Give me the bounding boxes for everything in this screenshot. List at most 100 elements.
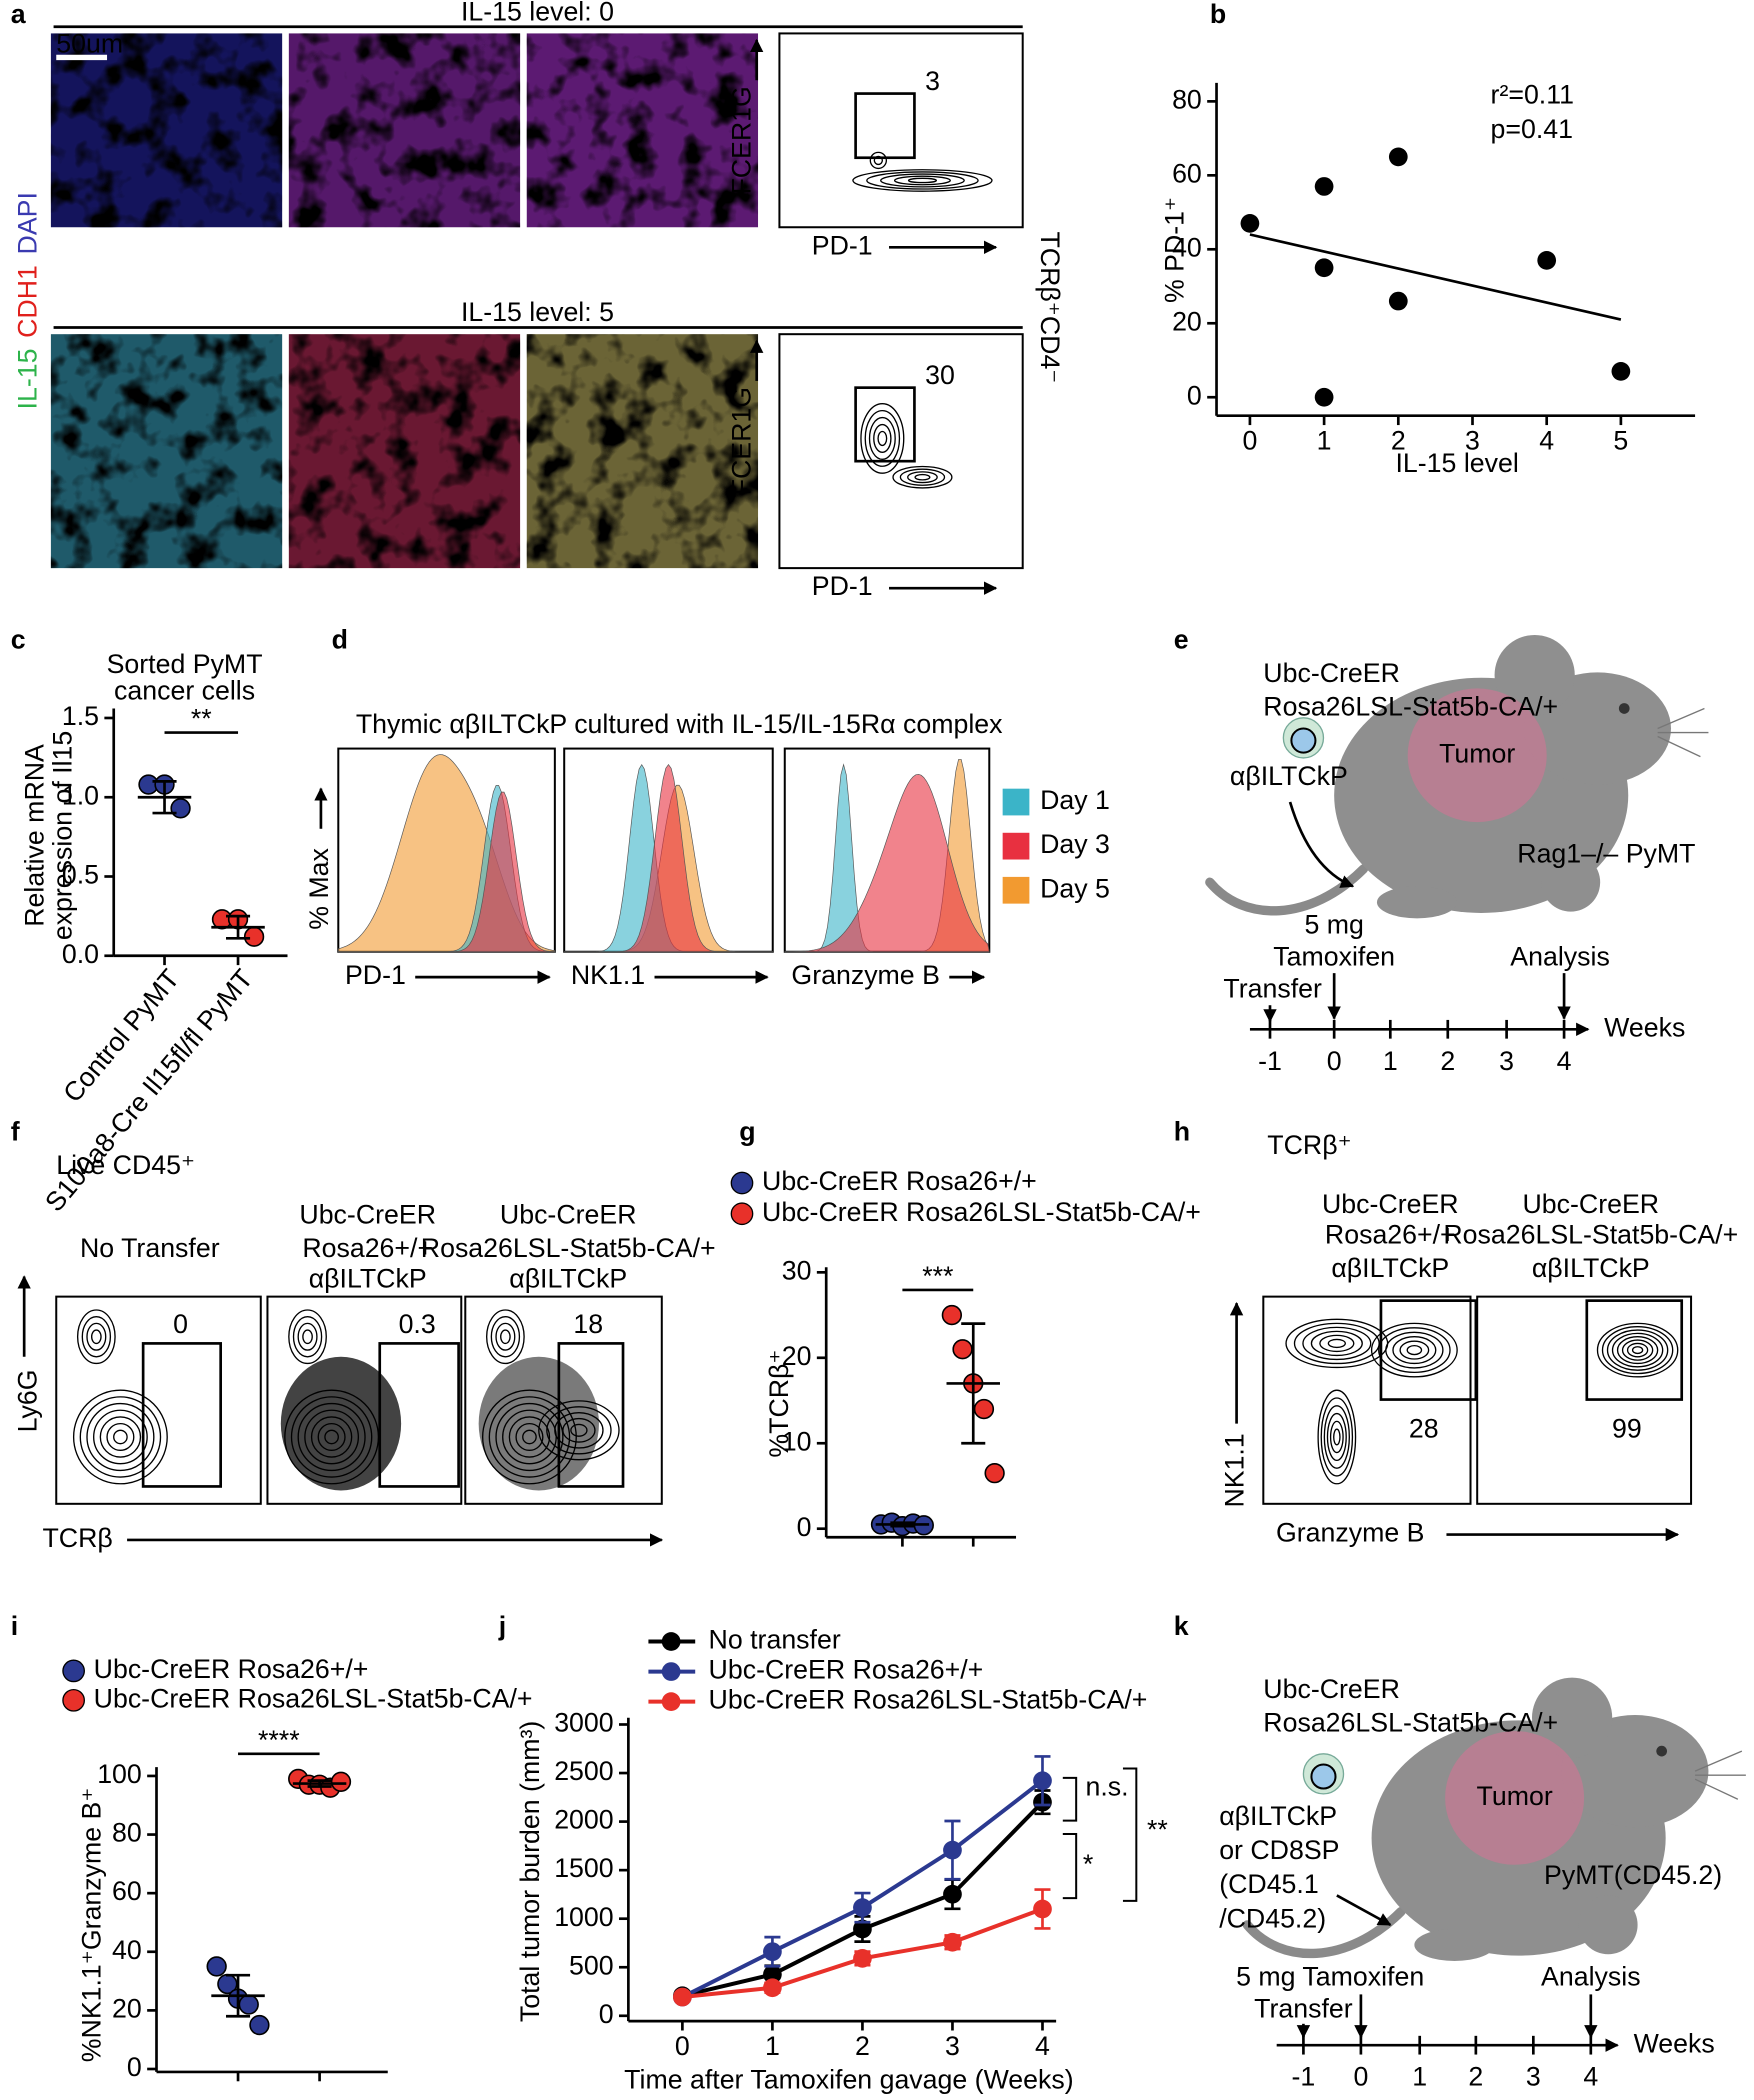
event-label: 5 mg (1304, 909, 1363, 939)
annotation: * (1083, 1849, 1093, 1879)
point (243, 926, 265, 947)
cell-label: αβILTCkP (1219, 1801, 1337, 1831)
contour (495, 1322, 516, 1351)
gate (1379, 1299, 1478, 1401)
genotype: Ubc-CreER (1263, 1674, 1400, 1704)
stain-name: IL-15 (13, 349, 43, 410)
whiskers (1657, 707, 1709, 758)
stain-name: DAPI (13, 192, 43, 254)
gate (378, 1342, 460, 1488)
tumor-label: Tumor (1439, 738, 1515, 768)
significance: ** (191, 704, 212, 734)
gate-value: 30 (925, 360, 955, 390)
significance: **** (258, 1725, 300, 1755)
y-tick-label: 0 (127, 2052, 142, 2082)
micrograph-texture (526, 334, 759, 569)
legend-label: Ubc-CreER Rosa26LSL-Stat5b-CA/+ (762, 1197, 1201, 1227)
contour (1329, 1420, 1344, 1454)
legend-label: Ubc-CreER Rosa26+/+ (94, 1654, 369, 1684)
x-tick-label: 2 (855, 2031, 870, 2061)
error-bar (890, 1521, 915, 1528)
contour (1323, 1405, 1350, 1469)
mouse-eye (1618, 703, 1630, 714)
whiskers (1694, 1750, 1746, 1800)
scale-bar-label: 50um (56, 29, 123, 59)
y-tick-label: 80 (1172, 84, 1202, 114)
y-tick-label: 3000 (554, 1708, 613, 1738)
y-tick-label: 2500 (554, 1756, 613, 1786)
stain-name: CDH1 (13, 265, 43, 338)
contour (538, 1400, 620, 1461)
point (673, 1987, 692, 2007)
host-label: PyMT(CD45.2) (1544, 1860, 1722, 1890)
gate (141, 1342, 223, 1488)
gate (854, 386, 916, 463)
annotation: p=0.41 (1491, 114, 1573, 144)
transfer-arrow (1288, 801, 1355, 888)
legend-marker (730, 1171, 754, 1195)
legend-marker (730, 1202, 754, 1226)
error-bar-line (152, 780, 177, 815)
contour (892, 465, 953, 489)
point (763, 1942, 782, 1962)
point (1033, 1771, 1052, 1791)
point (973, 1398, 995, 1420)
contour (907, 471, 938, 484)
point (330, 1771, 352, 1792)
panel-title: Thymic αβILTCkP cultured with IL-15/IL-1… (356, 709, 1003, 739)
axis-label: Granzyme B (1276, 1518, 1424, 1548)
timeline-tick-label: 2 (1468, 2062, 1483, 2092)
contour (1378, 1327, 1451, 1374)
panel-letter: d (332, 625, 348, 655)
x-tick-label: 5 (1613, 426, 1628, 456)
significance: *** (922, 1261, 953, 1291)
legend-label: Day 1 (1040, 785, 1110, 815)
y-axis-label: expression of Il15 (47, 731, 77, 940)
point (1314, 177, 1334, 196)
timeline-tick-label: 1 (1412, 2062, 1427, 2092)
contour (490, 1316, 521, 1358)
contour (866, 171, 979, 190)
contour (1631, 1346, 1644, 1355)
event-label: Tamoxifen (1273, 941, 1395, 971)
legend-swatch (1002, 832, 1030, 860)
mouse-ear (1531, 1677, 1613, 1758)
contour (1626, 1342, 1649, 1358)
gate-value: 3 (925, 66, 940, 96)
x-tick-label: 0 (1242, 426, 1257, 456)
contour (292, 1316, 323, 1358)
timeline-tick-label: 2 (1440, 1046, 1455, 1076)
mouse-leg (1414, 1928, 1495, 1961)
contour (486, 1309, 525, 1365)
legend-label: Day 5 (1040, 873, 1110, 903)
mouse-tail (1242, 1906, 1406, 1958)
point (943, 1840, 962, 1860)
column-header: No Transfer (80, 1233, 220, 1263)
contour (522, 1429, 537, 1445)
contour (99, 1416, 142, 1458)
legend-marker (661, 1662, 681, 1681)
point (1314, 258, 1334, 278)
axis-label: Ly6G (13, 1369, 43, 1432)
contour (907, 177, 938, 184)
y-axis-label: %NK1.1⁺Granzyme B⁺ (77, 1788, 107, 2063)
point (1033, 1899, 1052, 1919)
annotation: r²=0.11 (1491, 79, 1574, 109)
panel-letter: f (11, 1117, 20, 1147)
gate-value: 0 (173, 1309, 188, 1339)
timeline-tick-label: 1 (1383, 1046, 1398, 1076)
x-tick-label: 0 (675, 2031, 690, 2061)
timeline-tick-label: 4 (1557, 1046, 1572, 1076)
contour (106, 1422, 135, 1452)
column-header: Rosa26LSL-Stat5b-CA/+ (421, 1233, 716, 1263)
axis-label: FCER1G (726, 86, 756, 194)
y-tick-label: 20 (112, 1993, 142, 2023)
mouse-eye (1656, 1745, 1668, 1757)
point (1240, 214, 1260, 233)
gate-value: 28 (1409, 1413, 1439, 1443)
gate (1585, 1299, 1684, 1401)
point (238, 1994, 259, 2015)
point (1537, 251, 1557, 270)
panel-letter: a (11, 0, 27, 29)
